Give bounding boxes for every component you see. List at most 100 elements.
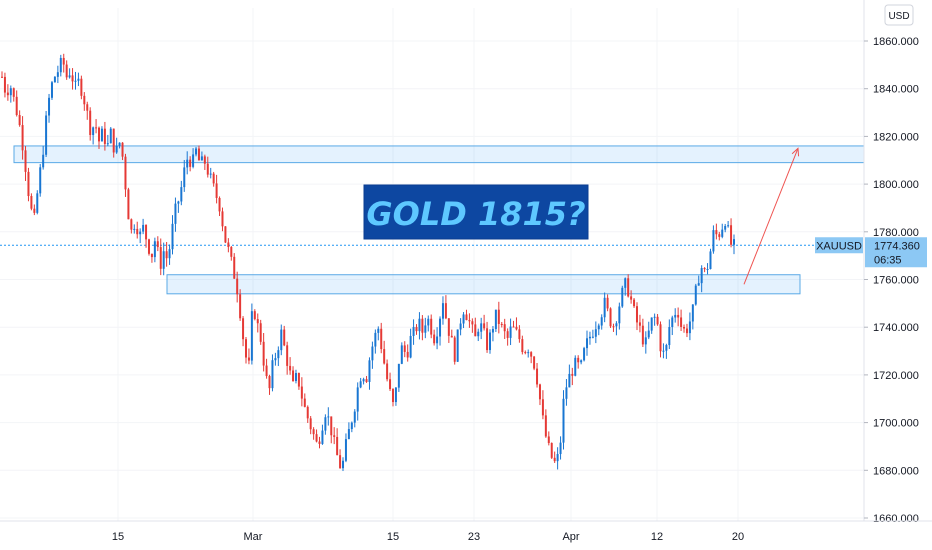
candle-body	[418, 318, 421, 332]
candle-body	[315, 434, 318, 442]
price-tick-label: 1780.000	[873, 227, 919, 239]
candle-body	[471, 321, 474, 325]
currency-button[interactable]: USD	[884, 4, 914, 26]
candle-body	[406, 351, 409, 358]
candle-body	[662, 350, 665, 352]
candle-body	[303, 398, 306, 407]
time-tick-label: Mar	[244, 531, 263, 543]
candle-body	[321, 430, 324, 444]
candle-body	[453, 337, 456, 362]
candle-body	[130, 219, 133, 230]
candle-body	[712, 230, 715, 252]
candle-body	[147, 239, 150, 254]
candle-body	[36, 193, 39, 213]
candle-body	[577, 357, 580, 363]
candle-body	[494, 309, 497, 329]
candle-body	[730, 225, 733, 245]
candle-body	[112, 128, 115, 153]
price-tick-label: 1680.000	[873, 465, 919, 477]
candle-body	[347, 429, 350, 440]
candle-body	[3, 76, 6, 93]
price-tick-label: 1660.000	[873, 513, 919, 525]
candle-body	[356, 387, 359, 412]
time-tick-label: 23	[468, 531, 480, 543]
candle-body	[109, 128, 112, 144]
candle-body	[100, 128, 103, 142]
time-axis[interactable]: 15 Mar 15 23 Apr 12 20	[112, 531, 744, 543]
candle-body	[221, 211, 224, 227]
candle-body	[715, 230, 718, 235]
candle-body	[262, 341, 265, 366]
candle-body	[292, 370, 295, 382]
candle-body	[594, 329, 597, 337]
candle-body	[156, 241, 159, 248]
candle-body	[127, 189, 130, 220]
candle-body	[45, 115, 48, 155]
price-tick-label: 1700.000	[873, 418, 919, 430]
candle-body	[203, 156, 206, 164]
candle-body	[71, 75, 74, 82]
currency-label: USD	[888, 11, 909, 22]
candle-body	[259, 323, 262, 342]
candle-body	[330, 416, 333, 436]
candle-body	[694, 285, 697, 305]
countdown-label: 06:35	[874, 254, 902, 266]
candle-body	[283, 329, 286, 346]
candle-body	[339, 455, 342, 469]
candle-body	[324, 417, 327, 431]
price-axis[interactable]: 1660.000 1680.000 1700.000 1720.000 1740.000…	[864, 36, 919, 525]
candle-body	[588, 336, 591, 339]
time-tick-label: 12	[651, 531, 663, 543]
candle-body	[133, 228, 136, 230]
candle-body	[547, 436, 550, 444]
candle-body	[671, 317, 674, 328]
candlestick-series	[1, 53, 735, 472]
candle-body	[506, 331, 509, 338]
time-tick-label: 20	[732, 531, 744, 543]
candle-body	[327, 416, 330, 418]
candle-body	[691, 304, 694, 322]
candle-body	[224, 226, 227, 243]
candle-body	[571, 373, 574, 376]
candle-body	[377, 328, 380, 333]
candle-body	[709, 251, 712, 270]
candle-body	[541, 399, 544, 416]
candle-body	[239, 294, 242, 319]
candle-body	[74, 80, 77, 82]
candle-body	[456, 329, 459, 362]
candle-body	[86, 104, 89, 111]
candle-body	[724, 225, 727, 230]
candle-body	[400, 345, 403, 364]
candle-body	[183, 167, 186, 188]
candle-body	[615, 323, 618, 327]
candle-body	[718, 234, 721, 237]
candle-body	[630, 296, 633, 300]
candle-body	[233, 256, 236, 279]
candle-body	[441, 303, 444, 319]
candle-body	[706, 269, 709, 271]
support-zone	[166, 274, 801, 295]
candle-body	[483, 323, 486, 329]
candle-body	[142, 224, 145, 232]
candle-body	[677, 314, 680, 318]
candle-body	[386, 363, 389, 380]
candle-body	[297, 373, 300, 387]
candle-body	[53, 76, 56, 83]
candle-body	[336, 436, 339, 456]
candle-body	[103, 128, 106, 144]
symbol-tag: XAUUSD	[815, 237, 863, 254]
candle-body	[344, 439, 347, 461]
candle-body	[444, 303, 447, 319]
candle-body	[524, 352, 527, 354]
candle-body	[606, 297, 609, 309]
candle-body	[124, 156, 127, 190]
candle-body	[95, 127, 98, 129]
candle-body	[430, 318, 433, 335]
candle-body	[195, 148, 198, 155]
candle-body	[621, 287, 624, 307]
chart-grid	[0, 8, 864, 521]
candle-body	[553, 457, 556, 462]
symbol-label: XAUUSD	[816, 240, 862, 252]
candle-body	[412, 326, 415, 336]
